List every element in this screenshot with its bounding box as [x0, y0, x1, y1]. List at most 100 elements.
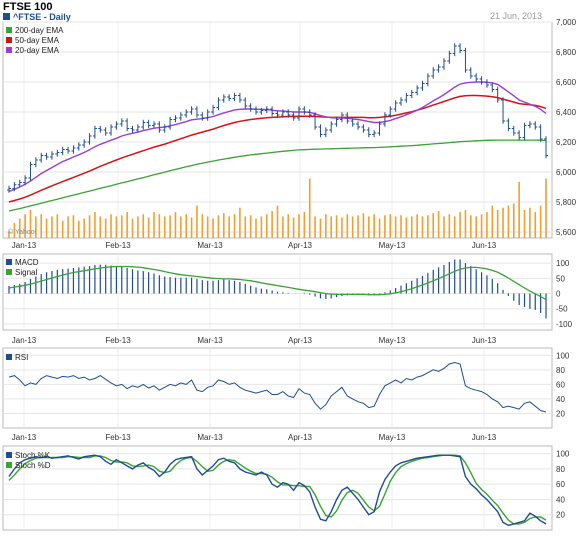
volume-bar	[346, 214, 349, 238]
legend-swatch-2	[6, 47, 12, 53]
volume-bar	[308, 178, 311, 238]
ema200-line	[8, 139, 547, 212]
price-y-tick-label: 6,800	[556, 48, 577, 57]
stoch-d-legend-label: Stoch %D	[15, 461, 51, 470]
price-x-tick-label: Mar-13	[197, 241, 223, 250]
macd-legend-label: MACD	[15, 258, 39, 267]
volume-bar	[507, 205, 510, 238]
volume-bar	[282, 216, 284, 238]
volume-bar	[319, 218, 322, 238]
volume-bar	[185, 214, 188, 238]
price-x-tick-label: Apr-13	[288, 241, 313, 250]
volume-bar	[351, 216, 354, 238]
volume-bar	[233, 214, 236, 238]
volume-bar	[99, 216, 102, 238]
symbol-text: ^FTSE - Daily	[13, 12, 71, 22]
volume-bar	[88, 215, 91, 238]
volume-bar	[158, 214, 161, 238]
stoch-y-tick-label: 100	[556, 450, 570, 459]
rsi-legend-label: RSI	[15, 353, 28, 362]
rsi-line	[8, 361, 547, 413]
price-y-tick-label: 6,000	[556, 168, 577, 177]
price-y-tick-label: 6,200	[556, 138, 577, 147]
macd-legend-swatch	[6, 259, 12, 265]
legend-swatch-0	[6, 27, 12, 33]
volume-bar	[443, 216, 445, 238]
source-label: © Yahoo!	[8, 228, 37, 236]
volume-bar	[518, 181, 520, 238]
volume-bar	[421, 216, 424, 238]
legend-label: 50-day EMA	[15, 36, 60, 45]
rsi-x-tick-label: May-13	[379, 433, 406, 442]
rsi-legend-swatch	[6, 354, 12, 360]
macd-x-tick-label: Feb-13	[105, 336, 131, 345]
volume-bar	[459, 212, 461, 238]
volume-bar	[523, 209, 526, 238]
macd-y-tick-label: 0	[556, 290, 561, 299]
volume-bar	[147, 217, 150, 238]
macd-y-tick-label: 100	[556, 259, 570, 268]
stoch-k-legend-swatch	[6, 452, 12, 458]
symbol-label: ^FTSE - Daily	[3, 12, 71, 22]
legend-swatch-1	[6, 37, 12, 43]
volume-bar	[67, 216, 69, 238]
volume-bar	[271, 211, 273, 238]
volume-bar	[276, 205, 279, 238]
volume-bar	[410, 216, 413, 238]
volume-bar	[255, 218, 257, 238]
volume-bar	[545, 178, 547, 238]
rsi-x-tick-label: Mar-13	[197, 433, 223, 442]
volume-bar	[163, 216, 166, 238]
volume-bar	[448, 214, 451, 238]
rsi-y-tick-label: 20	[556, 409, 565, 418]
macd-y-tick-label: -100	[556, 320, 573, 329]
rsi-x-tick-label: Jun-13	[472, 433, 497, 442]
volume-bar	[539, 205, 542, 238]
volume-bar	[190, 217, 193, 238]
volume-bar	[486, 212, 488, 238]
volume-bar	[496, 209, 499, 238]
volume-bar	[470, 215, 472, 238]
signal-line	[8, 265, 547, 301]
volume-bar	[223, 213, 225, 238]
volume-bar	[228, 216, 230, 238]
volume-bar	[126, 212, 128, 238]
volume-bar	[416, 214, 418, 238]
volume-bar	[373, 214, 375, 238]
legend-label: 20-day EMA	[15, 46, 60, 55]
rsi-y-tick-label: 80	[556, 366, 565, 375]
volume-bar	[330, 216, 332, 238]
rsi-y-tick-label: 60	[556, 380, 565, 389]
volume-bar	[502, 207, 504, 238]
volume-bar	[110, 214, 112, 238]
volume-bar	[83, 218, 85, 238]
macd-x-tick-label: Apr-13	[288, 336, 313, 345]
volume-bar	[394, 216, 397, 238]
volume-bar	[174, 212, 177, 238]
volume-bar	[51, 216, 53, 238]
volume-bar	[287, 214, 290, 238]
volume-bar	[249, 215, 252, 238]
volume-bar	[378, 218, 381, 238]
volume-bar	[480, 214, 483, 238]
price-x-tick-label: May-13	[379, 241, 406, 250]
macd-x-tick-label: May-13	[379, 336, 406, 345]
volume-bar	[206, 216, 209, 238]
volume-bar	[260, 216, 263, 238]
volume-bar	[298, 214, 300, 238]
volume-bar	[180, 216, 182, 238]
volume-bar	[512, 203, 515, 238]
volume-bar	[367, 216, 370, 238]
volume-bar	[529, 207, 531, 238]
volume-bar	[362, 213, 365, 238]
volume-bar	[303, 212, 306, 238]
volume-bar	[94, 212, 96, 238]
symbol-swatch	[3, 13, 10, 20]
stoch-y-tick-label: 80	[556, 465, 565, 474]
volume-bar	[115, 216, 118, 238]
volume-bar	[325, 214, 327, 238]
price-y-tick-label: 6,600	[556, 78, 577, 87]
volume-bar	[341, 217, 343, 238]
macd-x-tick-label: Jun-13	[472, 336, 497, 345]
price-x-tick-label: Jun-13	[472, 241, 497, 250]
